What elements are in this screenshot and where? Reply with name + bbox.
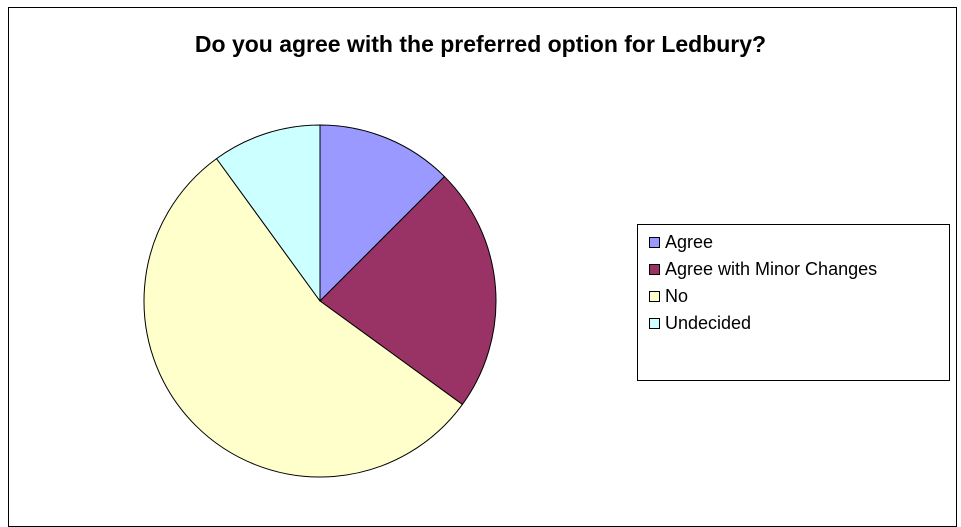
legend-item-agree: Agree [638,229,949,256]
pie-slice-agree [319,124,445,302]
legend-label-undecided: Undecided [665,313,752,333]
pie-slice-agree-with-minor-changes [319,176,497,405]
pie-slice-undecided [216,124,321,302]
chart-title: Do you agree with the preferred option f… [194,31,767,57]
legend-item-agree-with-minor-changes: Agree with Minor Changes [638,256,949,283]
legend-item-no: No [638,283,949,310]
legend-swatch-agree-with-minor-changes [649,264,660,275]
legend-swatch-undecided [649,318,660,329]
legend-item-undecided: Undecided [638,310,949,337]
legend-label-no: No [665,286,689,306]
chart-legend: Agree Agree with Minor Changes No Undeci… [637,224,950,381]
pie-slice-no [143,158,463,478]
legend-label-agree: Agree [665,232,714,252]
legend-swatch-no [649,291,660,302]
legend-label-agree-with-minor-changes: Agree with Minor Changes [665,259,878,279]
legend-swatch-agree [649,237,660,248]
